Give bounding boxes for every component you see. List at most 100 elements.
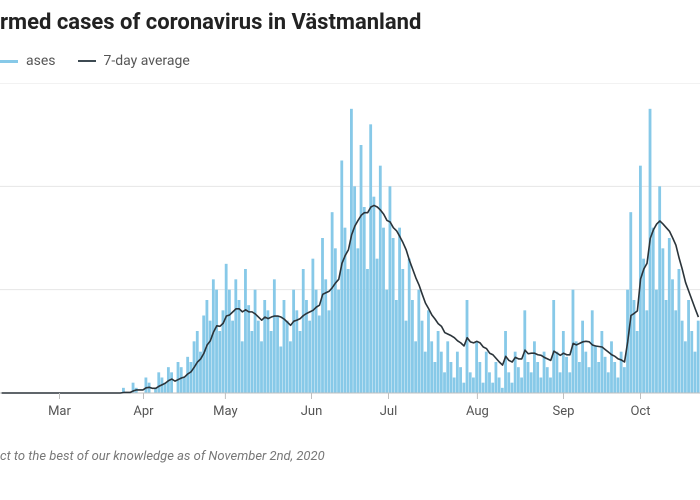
x-tick-label: Jul xyxy=(380,404,398,419)
case-bar xyxy=(295,310,298,393)
case-bar xyxy=(559,372,562,393)
case-bar xyxy=(311,259,314,393)
case-bar xyxy=(600,331,603,393)
case-bar xyxy=(247,305,250,393)
case-bar xyxy=(469,372,472,393)
case-bar xyxy=(350,109,353,393)
case-bar xyxy=(328,310,331,393)
case-bar xyxy=(584,352,587,393)
case-bar xyxy=(482,383,485,393)
case-bar xyxy=(267,310,270,393)
case-bar xyxy=(189,362,192,393)
case-bar xyxy=(344,228,347,393)
case-bar xyxy=(536,362,539,393)
case-bar xyxy=(450,362,453,393)
case-bar xyxy=(180,367,183,393)
case-bar xyxy=(613,362,616,393)
case-bar xyxy=(462,383,465,393)
x-tick-label: Sep xyxy=(553,404,575,419)
case-bar xyxy=(170,372,173,393)
case-bar xyxy=(671,279,674,393)
case-bar xyxy=(658,186,661,393)
case-bar xyxy=(286,321,289,393)
case-bar xyxy=(690,331,693,393)
case-bar xyxy=(385,290,388,393)
case-bar xyxy=(475,341,478,393)
case-bar xyxy=(443,372,446,393)
case-bar xyxy=(661,248,664,393)
case-bar xyxy=(324,279,327,393)
case-bar xyxy=(289,341,292,393)
x-tick-label: Mar xyxy=(48,404,71,419)
case-bar xyxy=(218,331,221,393)
case-bar xyxy=(321,238,324,393)
case-bar xyxy=(238,300,241,393)
case-bar xyxy=(575,341,578,393)
case-bar xyxy=(315,290,318,393)
case-bar xyxy=(276,316,279,394)
case-bar xyxy=(408,259,411,393)
case-bar xyxy=(145,378,148,394)
case-bar xyxy=(511,383,514,393)
case-bar xyxy=(283,300,286,393)
case-bar xyxy=(299,331,302,393)
case-bar xyxy=(684,341,687,393)
case-bar xyxy=(157,372,160,393)
case-bar xyxy=(363,207,366,393)
case-bar xyxy=(234,279,237,393)
case-bar xyxy=(552,300,555,393)
case-bar xyxy=(244,269,247,393)
case-bar xyxy=(530,372,533,393)
case-bar xyxy=(539,378,542,394)
case-bar xyxy=(694,352,697,393)
case-bar xyxy=(250,331,253,393)
case-bar xyxy=(498,378,501,394)
case-bar xyxy=(398,228,401,393)
case-bar xyxy=(581,321,584,393)
case-bar xyxy=(260,341,263,393)
legend: ases 7-day average xyxy=(0,53,690,69)
case-bar xyxy=(318,316,321,394)
legend-bars-label: ases xyxy=(26,53,56,69)
case-bar xyxy=(620,352,623,393)
case-bar xyxy=(273,279,276,393)
case-bar xyxy=(495,362,498,393)
chart-area: MarAprMayJunJulAugSepOct xyxy=(0,83,700,433)
line-swatch xyxy=(78,60,96,62)
case-bar xyxy=(527,362,530,393)
case-bar xyxy=(225,264,228,393)
case-bar xyxy=(347,269,350,393)
case-bar xyxy=(665,300,668,393)
case-bar xyxy=(430,341,433,393)
case-bar xyxy=(491,383,494,393)
case-bar xyxy=(652,228,655,393)
case-bar xyxy=(610,341,613,393)
case-bar xyxy=(517,367,520,393)
case-bar xyxy=(360,145,363,393)
x-tick-label: Apr xyxy=(133,404,154,419)
case-bar xyxy=(607,372,610,393)
case-bar xyxy=(433,362,436,393)
case-bar xyxy=(697,321,700,393)
case-bar xyxy=(369,124,372,393)
case-bar xyxy=(617,378,620,394)
case-bar xyxy=(337,290,340,393)
case-bar xyxy=(488,372,491,393)
case-bar xyxy=(501,388,504,393)
case-bar xyxy=(331,212,334,393)
case-bar xyxy=(183,378,186,394)
case-bar xyxy=(687,300,690,393)
case-bar xyxy=(604,357,607,393)
case-bar xyxy=(562,331,565,393)
case-bar xyxy=(655,290,658,393)
case-bar xyxy=(565,357,568,393)
case-bar xyxy=(177,362,180,393)
case-bar xyxy=(353,186,356,393)
x-tick-label: Aug xyxy=(466,404,489,419)
case-bar xyxy=(572,290,575,393)
case-bar xyxy=(591,310,594,393)
case-bar xyxy=(427,310,430,393)
case-bar xyxy=(674,310,677,393)
case-bar xyxy=(504,331,507,393)
case-bar xyxy=(446,341,449,393)
